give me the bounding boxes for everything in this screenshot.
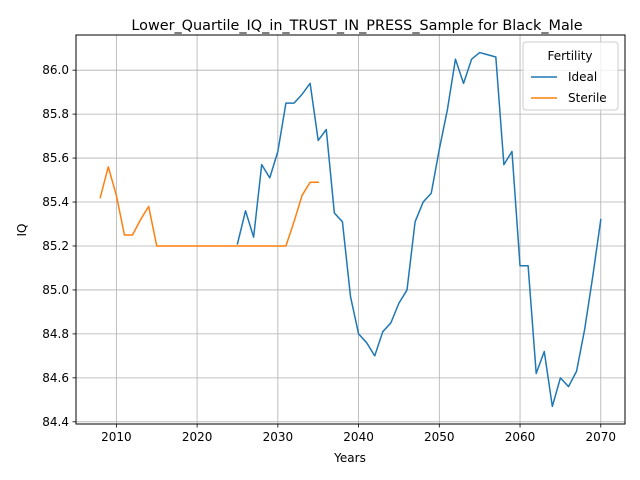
y-tick-label: 85.2 bbox=[42, 239, 69, 253]
x-tick-label: 2060 bbox=[505, 430, 536, 444]
y-tick-label: 85.4 bbox=[42, 195, 69, 209]
legend-label-sterile: Sterile bbox=[568, 91, 607, 105]
y-tick-label: 86.0 bbox=[42, 63, 69, 77]
y-tick-label: 85.0 bbox=[42, 283, 69, 297]
y-tick-label: 85.8 bbox=[42, 107, 69, 121]
y-tick-label: 84.6 bbox=[42, 371, 69, 385]
series-line-sterile bbox=[99, 166, 319, 247]
x-tick-label: 2070 bbox=[586, 430, 617, 444]
legend: Fertility Ideal Sterile bbox=[522, 41, 619, 111]
x-tick-label: 2040 bbox=[343, 430, 374, 444]
y-tick-label: 84.4 bbox=[42, 415, 69, 429]
plot-lines bbox=[99, 51, 602, 408]
legend-title: Fertility bbox=[547, 49, 592, 63]
y-tick-label: 84.8 bbox=[42, 327, 69, 341]
axis-ticks: 2010 2020 2030 2040 2050 2060 2070 84.4 84.6 84.8… bbox=[42, 63, 616, 444]
x-tick-label: 2050 bbox=[424, 430, 455, 444]
x-axis-label: Years bbox=[333, 451, 366, 465]
series-line-ideal bbox=[236, 51, 602, 408]
legend-label-ideal: Ideal bbox=[568, 70, 597, 84]
y-axis-label: IQ bbox=[15, 224, 29, 237]
chart-title: Lower_Quartile_IQ_in_TRUST_IN_PRESS_Samp… bbox=[131, 18, 582, 34]
legend-box bbox=[522, 41, 619, 111]
y-tick-label: 85.6 bbox=[42, 151, 69, 165]
x-tick-label: 2010 bbox=[101, 430, 132, 444]
x-tick-label: 2020 bbox=[182, 430, 213, 444]
plot-frame bbox=[75, 34, 626, 425]
x-tick-label: 2030 bbox=[263, 430, 294, 444]
